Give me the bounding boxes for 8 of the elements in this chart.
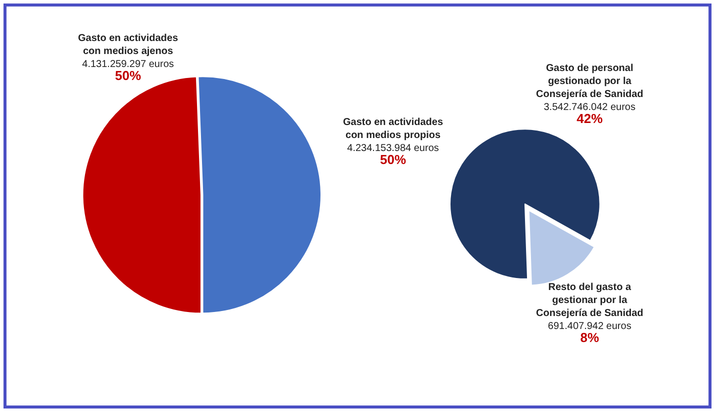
data-label: 4.131.259.297 euros 50% [82, 59, 174, 83]
data-label: 691.407.942 euros 8% [548, 321, 632, 345]
slice-label: Gasto en actividades con medios propios [343, 117, 444, 141]
slice-label: Gasto en actividades con medios ajenos [78, 33, 178, 57]
slice-label: Gasto de personal gestionado por la Consejería de Sanidad [536, 63, 644, 100]
data-label: 4.234.153.984 euros 50% [347, 143, 439, 167]
slice-label: Resto del gasto a gestionar por la Consejería de Sanidad [536, 282, 644, 319]
data-label: 3.542.746.042 euros 42% [544, 102, 636, 126]
